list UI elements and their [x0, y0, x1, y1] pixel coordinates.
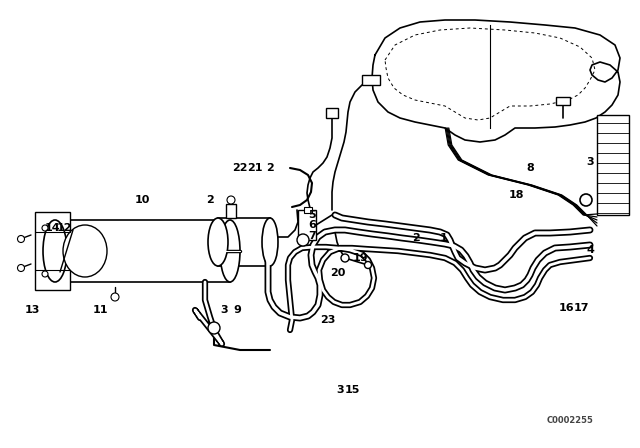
Text: 18: 18: [508, 190, 524, 200]
Text: 15: 15: [344, 385, 360, 395]
Circle shape: [297, 234, 309, 246]
Bar: [35, 212, 70, 290]
Bar: [55, 220, 230, 282]
Bar: [326, 108, 338, 118]
Circle shape: [227, 196, 235, 204]
Text: 17: 17: [573, 303, 589, 313]
Text: 2: 2: [412, 233, 420, 243]
Bar: [304, 207, 312, 213]
Circle shape: [42, 225, 48, 231]
Text: 16: 16: [559, 303, 575, 313]
Text: 3: 3: [220, 305, 228, 315]
Bar: [556, 97, 570, 105]
Ellipse shape: [43, 220, 67, 282]
Text: 11: 11: [92, 305, 108, 315]
Bar: [597, 115, 629, 215]
Bar: [298, 210, 316, 240]
Circle shape: [111, 293, 119, 301]
Text: 7: 7: [308, 231, 316, 241]
Text: 19: 19: [352, 253, 368, 263]
Circle shape: [17, 236, 24, 242]
Ellipse shape: [262, 218, 278, 266]
Text: 1: 1: [440, 233, 448, 243]
Circle shape: [208, 322, 220, 334]
Text: 9: 9: [233, 305, 241, 315]
Text: 3: 3: [336, 385, 344, 395]
Text: 8: 8: [526, 163, 534, 173]
Bar: [226, 204, 236, 218]
Text: C0002255: C0002255: [547, 415, 593, 425]
Polygon shape: [372, 20, 620, 142]
Circle shape: [341, 254, 349, 262]
Circle shape: [580, 194, 592, 206]
Text: 2: 2: [266, 163, 274, 173]
Text: 14: 14: [44, 223, 60, 233]
Text: 21: 21: [247, 163, 263, 173]
Circle shape: [365, 262, 371, 268]
Text: 6: 6: [308, 220, 316, 230]
Text: 5: 5: [308, 210, 316, 220]
Bar: [218, 218, 270, 266]
Circle shape: [42, 271, 48, 277]
Ellipse shape: [63, 225, 107, 277]
Text: 10: 10: [134, 195, 150, 205]
Text: 4: 4: [586, 245, 594, 255]
Text: 12: 12: [56, 223, 72, 233]
Text: 20: 20: [330, 268, 346, 278]
Text: 3: 3: [586, 157, 594, 167]
Text: 2: 2: [206, 195, 214, 205]
Bar: [362, 75, 380, 85]
Text: 22: 22: [232, 163, 248, 173]
Text: 13: 13: [24, 305, 40, 315]
Circle shape: [17, 264, 24, 271]
Ellipse shape: [220, 220, 240, 282]
Ellipse shape: [208, 218, 228, 266]
Text: 23: 23: [320, 315, 336, 325]
